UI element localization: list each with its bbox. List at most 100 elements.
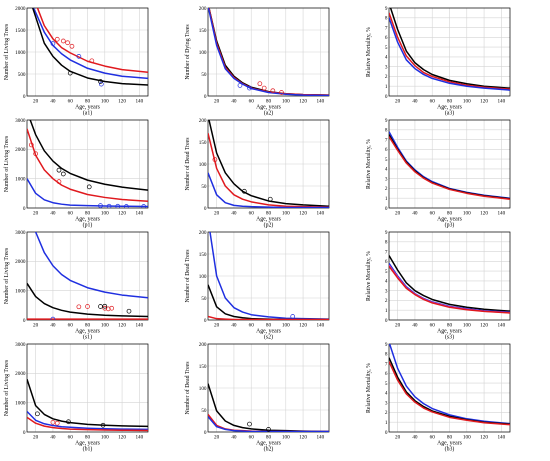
x-tick-label: 20	[395, 99, 401, 105]
x-axis-label: Age, years	[437, 217, 463, 223]
y-tick-label: 7	[385, 249, 388, 255]
data-point-black	[56, 167, 62, 173]
y-tick-label: 4	[385, 55, 388, 61]
y-axis-label: Relative Mortality, %	[366, 251, 372, 301]
data-point-red	[60, 38, 66, 44]
x-tick-label: 40	[231, 435, 237, 441]
x-tick-label: 40	[231, 211, 237, 217]
series-line-red	[27, 416, 148, 432]
x-tick-label: 140	[316, 435, 324, 441]
y-axis-label: Number of Living Trees	[3, 247, 10, 304]
series-line-blue	[34, 232, 148, 299]
x-tick-label: 60	[430, 99, 436, 105]
panel-a3: 20 40 60 80 100 120 140 0 1 2 3 4 5 6 7 8 9 Age, years(a3…	[366, 6, 511, 117]
x-tick-label: 100	[463, 211, 471, 217]
series-line-red	[389, 12, 510, 90]
data-point-blue	[141, 204, 147, 208]
y-tick-label: 0	[385, 94, 388, 100]
data-point-black	[66, 419, 71, 425]
data-point-red	[65, 40, 70, 46]
x-tick-label: 20	[395, 435, 401, 441]
panel-label: (b3)	[445, 446, 455, 453]
y-tick-label: 150	[199, 140, 207, 146]
panel-p3: 20 40 60 80 100 120 140 0 1 2 3 4 5 6 7 8 9 Age, years(p3…	[366, 118, 511, 229]
data-point-blue	[237, 83, 243, 88]
plot-frame	[26, 119, 149, 209]
x-tick-label: 140	[497, 435, 505, 441]
x-tick-label: 100	[463, 99, 471, 105]
panel-label: (a1)	[83, 110, 92, 117]
y-tick-label: 3	[385, 400, 388, 406]
y-tick-label: 1	[385, 84, 388, 90]
x-tick-label: 140	[497, 211, 505, 217]
x-tick-label: 60	[68, 99, 74, 105]
data-point-red	[50, 419, 56, 425]
data-point-blue	[50, 316, 56, 320]
series-line-red	[36, 8, 148, 73]
y-tick-label: 100	[199, 386, 207, 392]
x-tick-label: 40	[412, 435, 418, 441]
data-point-blue	[124, 204, 129, 208]
y-tick-label: 3	[385, 64, 388, 70]
y-tick-label: 0	[23, 430, 26, 436]
panel-b3: 20 40 60 80 100 120 140 0 1 2 3 4 5 6 7 8 9 Age, years(b3…	[366, 342, 511, 453]
y-tick-label: 4	[385, 391, 388, 397]
data-point-red	[257, 81, 263, 87]
y-tick-label: 0	[204, 206, 207, 212]
series-line-red	[389, 136, 510, 200]
plot-frame	[26, 231, 149, 321]
x-tick-label: 20	[395, 323, 401, 329]
series-line-black	[389, 8, 510, 89]
data-point-blue	[115, 203, 121, 208]
x-tick-label: 20	[395, 211, 401, 217]
y-tick-label: 0	[23, 318, 26, 324]
x-axis-label: Age, years	[256, 329, 282, 335]
y-tick-label: 9	[385, 118, 388, 124]
y-tick-label: 3000	[15, 230, 26, 236]
x-tick-label: 60	[430, 323, 436, 329]
panel-label: (p1)	[83, 222, 93, 229]
data-point-black	[267, 196, 273, 202]
x-axis-label: Age, years	[256, 441, 282, 447]
y-tick-label: 200	[199, 118, 207, 124]
x-tick-label: 60	[249, 211, 255, 217]
x-axis-label: Age, years	[437, 441, 463, 447]
x-tick-label: 80	[447, 435, 453, 441]
data-point-blue	[247, 85, 252, 91]
x-tick-label: 80	[85, 99, 91, 105]
panel-p2: 20 40 60 80 100 120 140 0 50 100 150 200 Age, years(…	[184, 118, 330, 229]
y-tick-label: 7	[385, 361, 388, 367]
y-tick-label: 9	[385, 6, 388, 12]
x-tick-label: 60	[249, 99, 255, 105]
series-line-black	[31, 8, 148, 86]
data-point-red	[56, 179, 62, 184]
x-tick-label: 80	[85, 323, 91, 329]
y-axis-label: Relative Mortality, %	[366, 139, 372, 189]
x-tick-label: 60	[249, 323, 255, 329]
x-tick-label: 80	[266, 211, 272, 217]
panel-b1: 20 40 60 80 100 120 140 0 1000 2000 3000 Age, years…	[3, 342, 149, 453]
x-tick-label: 140	[497, 323, 505, 329]
y-tick-label: 2	[385, 410, 388, 416]
y-tick-label: 0	[204, 94, 207, 100]
panel-label: (s3)	[445, 334, 454, 341]
x-tick-label: 80	[266, 323, 272, 329]
x-tick-label: 100	[282, 211, 290, 217]
x-tick-label: 40	[412, 211, 418, 217]
panel-s2: 20 40 60 80 100 120 140 0 50 100 150 200 Age, years(…	[184, 230, 330, 341]
x-tick-label: 80	[447, 211, 453, 217]
x-tick-label: 100	[101, 99, 109, 105]
y-tick-label: 9	[385, 342, 388, 348]
plot-frame	[207, 7, 330, 97]
y-tick-label: 7	[385, 25, 388, 31]
x-tick-label: 100	[282, 435, 290, 441]
x-tick-label: 40	[231, 99, 237, 105]
y-tick-label: 2000	[15, 371, 26, 377]
y-tick-label: 1	[385, 308, 388, 314]
y-tick-label: 1000	[15, 288, 26, 294]
x-tick-label: 140	[316, 211, 324, 217]
x-tick-label: 40	[50, 323, 56, 329]
y-tick-label: 3000	[15, 118, 26, 124]
x-tick-label: 120	[480, 435, 488, 441]
